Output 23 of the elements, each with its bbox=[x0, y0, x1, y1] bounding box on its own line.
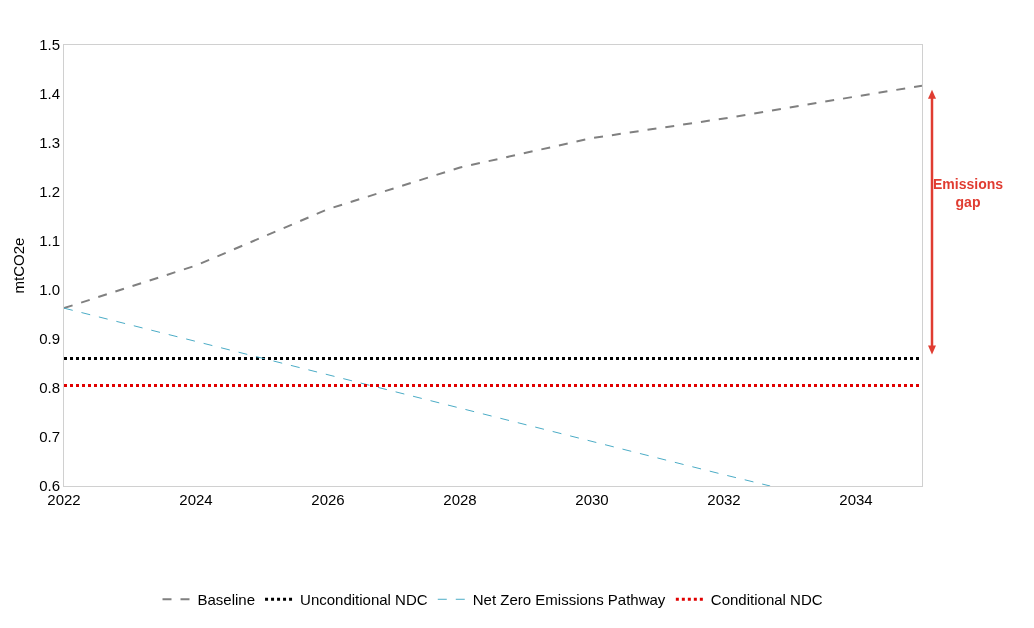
x-tick-label: 2030 bbox=[575, 491, 609, 508]
legend-label: Net Zero Emissions Pathway bbox=[472, 591, 666, 609]
line-series bbox=[64, 307, 771, 486]
legend-label: Baseline bbox=[197, 591, 256, 609]
y-tick-label: 0.8 bbox=[39, 379, 60, 397]
y-tick-label: 1.4 bbox=[39, 85, 60, 103]
y-tick-label: 0.7 bbox=[39, 428, 60, 446]
x-tick-label: 2028 bbox=[443, 491, 477, 508]
y-tick-label: 1.3 bbox=[39, 134, 60, 152]
y-tick-label: 1.2 bbox=[39, 183, 60, 201]
text: Emissions gap bbox=[933, 176, 1004, 211]
x-tick-label: 2032 bbox=[707, 491, 741, 508]
x-tick-label: 2026 bbox=[311, 491, 345, 508]
legend-label: Conditional NDC bbox=[710, 591, 823, 609]
legend-label: Unconditional NDC bbox=[300, 591, 428, 609]
x-tick-label: 2034 bbox=[839, 491, 873, 508]
y-tick-label: 0.9 bbox=[39, 330, 60, 348]
y-tick-label: 1.0 bbox=[39, 281, 60, 299]
y-tick-label: 1.1 bbox=[39, 232, 60, 250]
x-tick-label: 2024 bbox=[179, 491, 213, 508]
y-tick-label: 1.5 bbox=[39, 36, 60, 54]
y-axis-title: mtCO2e bbox=[10, 237, 27, 294]
line-series bbox=[64, 84, 922, 310]
